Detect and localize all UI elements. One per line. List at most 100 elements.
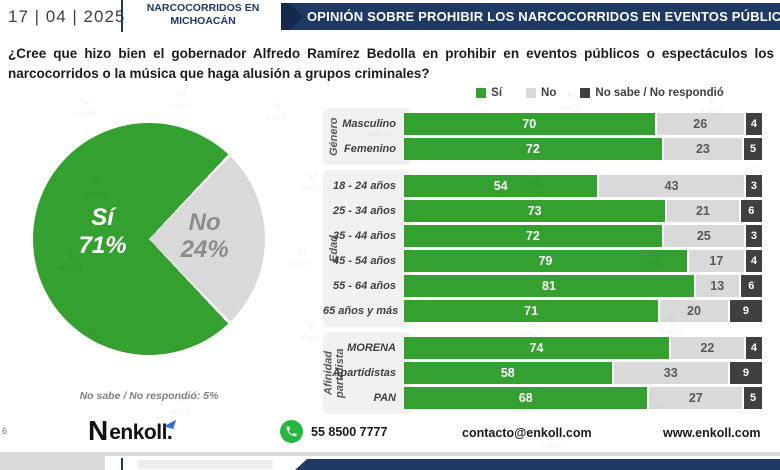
legend-item-3: No sabe / No respondió — [580, 87, 724, 99]
report-title-line1: NARCOCORRIDOS EN — [146, 2, 260, 14]
seg-no: 25 — [663, 225, 744, 247]
page-number: 6 — [2, 426, 8, 436]
seg-si: 73 — [404, 200, 666, 222]
watermark-leaf-icon: Ψ — [176, 89, 187, 101]
seg-no: 43 — [599, 175, 744, 197]
watermark-leaf-icon: Ψ — [81, 97, 92, 109]
legend-swatch — [526, 88, 537, 98]
row-label: 55 - 64 años — [333, 280, 396, 292]
stacked-bar: 72 23 5 — [404, 138, 762, 160]
watermark-leaf-icon: Ψ — [296, 247, 307, 259]
pie-no-name: No — [188, 208, 221, 236]
legend-item-2: No — [526, 87, 556, 99]
seg-si: 70 — [404, 113, 655, 135]
logo-n-mark: N — [88, 415, 109, 446]
bar-row-18---24-años: 18 - 24 años 54 43 3 — [323, 175, 773, 197]
stacked-bar: 72 25 3 — [404, 225, 762, 247]
watermark-text: enkoll. — [75, 109, 99, 118]
row-label: Masculino — [342, 118, 396, 130]
bar-row-25---34-años: 25 - 34 años 73 21 6 — [323, 200, 773, 222]
seg-si: 72 — [404, 225, 662, 247]
seg-si: 81 — [404, 275, 694, 297]
bar-row-45---54-años: 45 - 54 años 79 17 4 — [323, 250, 773, 272]
report-title: NARCOCORRIDOS EN MICHOACÁN — [129, 2, 277, 28]
watermark-text: enkoll. — [300, 183, 324, 192]
legend-swatch — [476, 88, 487, 98]
seg-ns: 4 — [745, 113, 762, 135]
seg-si: 54 — [404, 175, 598, 197]
enkoll-logo: N enkoll. — [88, 415, 173, 446]
footer-phone: 55 8500 7777 — [280, 420, 387, 443]
contact-email: contacto@enkoll.com — [462, 426, 592, 440]
row-label: Apartidistas — [332, 367, 396, 379]
whatsapp-icon — [280, 420, 303, 443]
watermark-text: enkoll. — [170, 101, 194, 110]
seg-si: 58 — [404, 362, 612, 384]
bar-group-afinidad-partidista: Afinidad partidista MORENA 74 22 4 Apartidist… — [322, 332, 773, 414]
seg-ns: 5 — [744, 138, 762, 160]
next-slide-title-ghost — [138, 460, 273, 469]
report-title-line2: MICHOACÁN — [170, 15, 236, 28]
stacked-bar: 71 20 9 — [404, 300, 762, 322]
seg-ns: 3 — [745, 175, 762, 197]
report-date: 17 | 04 | 2025 — [8, 7, 126, 26]
watermark-text: enkoll. — [265, 113, 289, 122]
pie-graphic — [33, 123, 265, 355]
seg-ns: 3 — [745, 225, 762, 247]
chart-legend: Sí No No sabe / No respondió — [430, 87, 770, 99]
banner-arrow-icon — [281, 3, 303, 30]
logo-wordmark: enkoll. — [109, 421, 173, 445]
section-banner: OPINIÓN SOBRE PROHIBIR LOS NARCOCORRIDOS… — [281, 3, 780, 30]
bar-row-apartidistas: Apartidistas 58 33 9 — [323, 362, 773, 384]
legend-label: No — [541, 87, 557, 99]
stacked-bar: 73 21 6 — [404, 200, 762, 222]
seg-ns: 9 — [729, 300, 762, 322]
row-label: 25 - 34 años — [333, 205, 396, 217]
seg-no: 27 — [649, 387, 743, 409]
phone-number: 55 8500 7777 — [311, 424, 388, 439]
row-label: MORENA — [347, 342, 396, 354]
seg-ns: 9 — [729, 362, 762, 384]
seg-si: 71 — [404, 300, 659, 322]
pie-no-value: 24% — [180, 236, 229, 264]
seg-no: 21 — [667, 200, 739, 222]
pie-chart: Sí 71% No 24% — [33, 123, 265, 355]
watermark-text: enkoll. — [290, 259, 314, 268]
pie-label-no: No 24% — [163, 209, 247, 264]
section-banner-title: OPINIÓN SOBRE PROHIBIR LOS NARCOCORRIDOS… — [307, 9, 780, 24]
seg-si: 79 — [404, 250, 687, 272]
header-divider — [121, 0, 123, 32]
seg-ns: 5 — [744, 387, 762, 409]
bar-row-femenino: Femenino 72 23 5 — [323, 138, 773, 160]
bar-group-género: Género Masculino 70 26 4 Femenino 72 23 5 — [323, 108, 773, 165]
seg-no: 17 — [688, 250, 744, 272]
row-label: 35 - 44 años — [333, 230, 396, 242]
bar-group-edad: Edad 18 - 24 años 54 43 3 25 - 34 años 73 21 6 35… — [323, 170, 773, 327]
row-label: 45 - 54 años — [333, 255, 396, 267]
seg-si: 68 — [404, 387, 648, 409]
pie-footnote: No sabe / No respondió: 5% — [79, 390, 219, 402]
row-label: 65 años y más — [323, 305, 399, 317]
stacked-bar: 70 26 4 — [404, 113, 762, 135]
pie-si-name: Sí — [91, 204, 114, 232]
watermark-text: enkoll. — [300, 333, 324, 342]
bar-row-35---44-años: 35 - 44 años 72 25 3 — [323, 225, 773, 247]
legend-item-1: Sí — [476, 87, 502, 99]
bar-row-pan: PAN 68 27 5 — [323, 387, 773, 409]
stacked-bar: 54 43 3 — [404, 175, 762, 197]
seg-no: 13 — [695, 275, 739, 297]
website-url: www.enkoll.com — [663, 426, 761, 440]
next-slide-banner — [295, 459, 780, 470]
bar-chart: Género Masculino 70 26 4 Femenino 72 23 5 Edad 18 … — [322, 108, 773, 419]
watermark-leaf-icon: Ψ — [306, 321, 317, 333]
watermark-text: enkoll. — [170, 407, 194, 416]
seg-no: 26 — [656, 113, 744, 135]
row-label: Femenino — [344, 143, 396, 155]
stacked-bar: 79 17 4 — [404, 250, 762, 272]
stacked-bar: 81 13 6 — [404, 275, 762, 297]
bar-row-masculino: Masculino 70 26 4 — [323, 113, 773, 135]
